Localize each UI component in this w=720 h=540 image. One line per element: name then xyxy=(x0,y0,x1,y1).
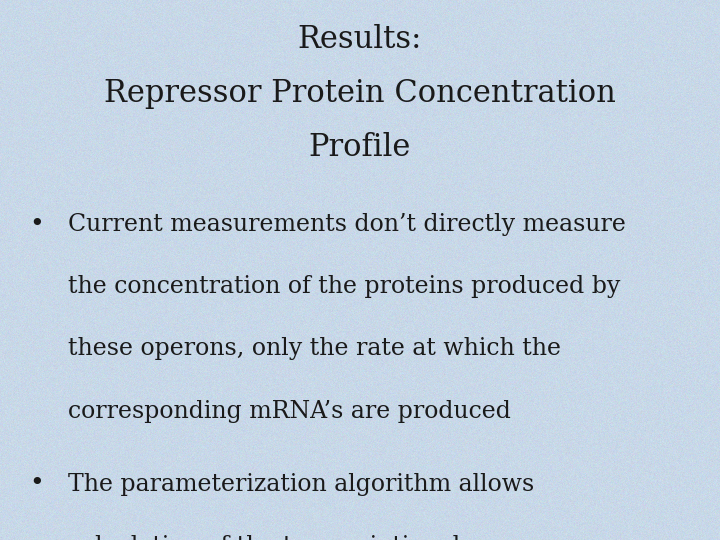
Text: Results:: Results: xyxy=(298,24,422,55)
Text: corresponding mRNA’s are produced: corresponding mRNA’s are produced xyxy=(68,400,511,423)
Text: •: • xyxy=(29,472,43,496)
Text: Repressor Protein Concentration: Repressor Protein Concentration xyxy=(104,78,616,109)
Text: Current measurements don’t directly measure: Current measurements don’t directly meas… xyxy=(68,213,626,237)
Text: calculation of the transcriptional repressor -: calculation of the transcriptional repre… xyxy=(68,535,599,540)
Text: •: • xyxy=(29,213,43,237)
Text: Profile: Profile xyxy=(309,132,411,163)
Text: The parameterization algorithm allows: The parameterization algorithm allows xyxy=(68,472,535,496)
Text: these operons, only the rate at which the: these operons, only the rate at which th… xyxy=(68,338,562,361)
Text: the concentration of the proteins produced by: the concentration of the proteins produc… xyxy=(68,275,621,299)
